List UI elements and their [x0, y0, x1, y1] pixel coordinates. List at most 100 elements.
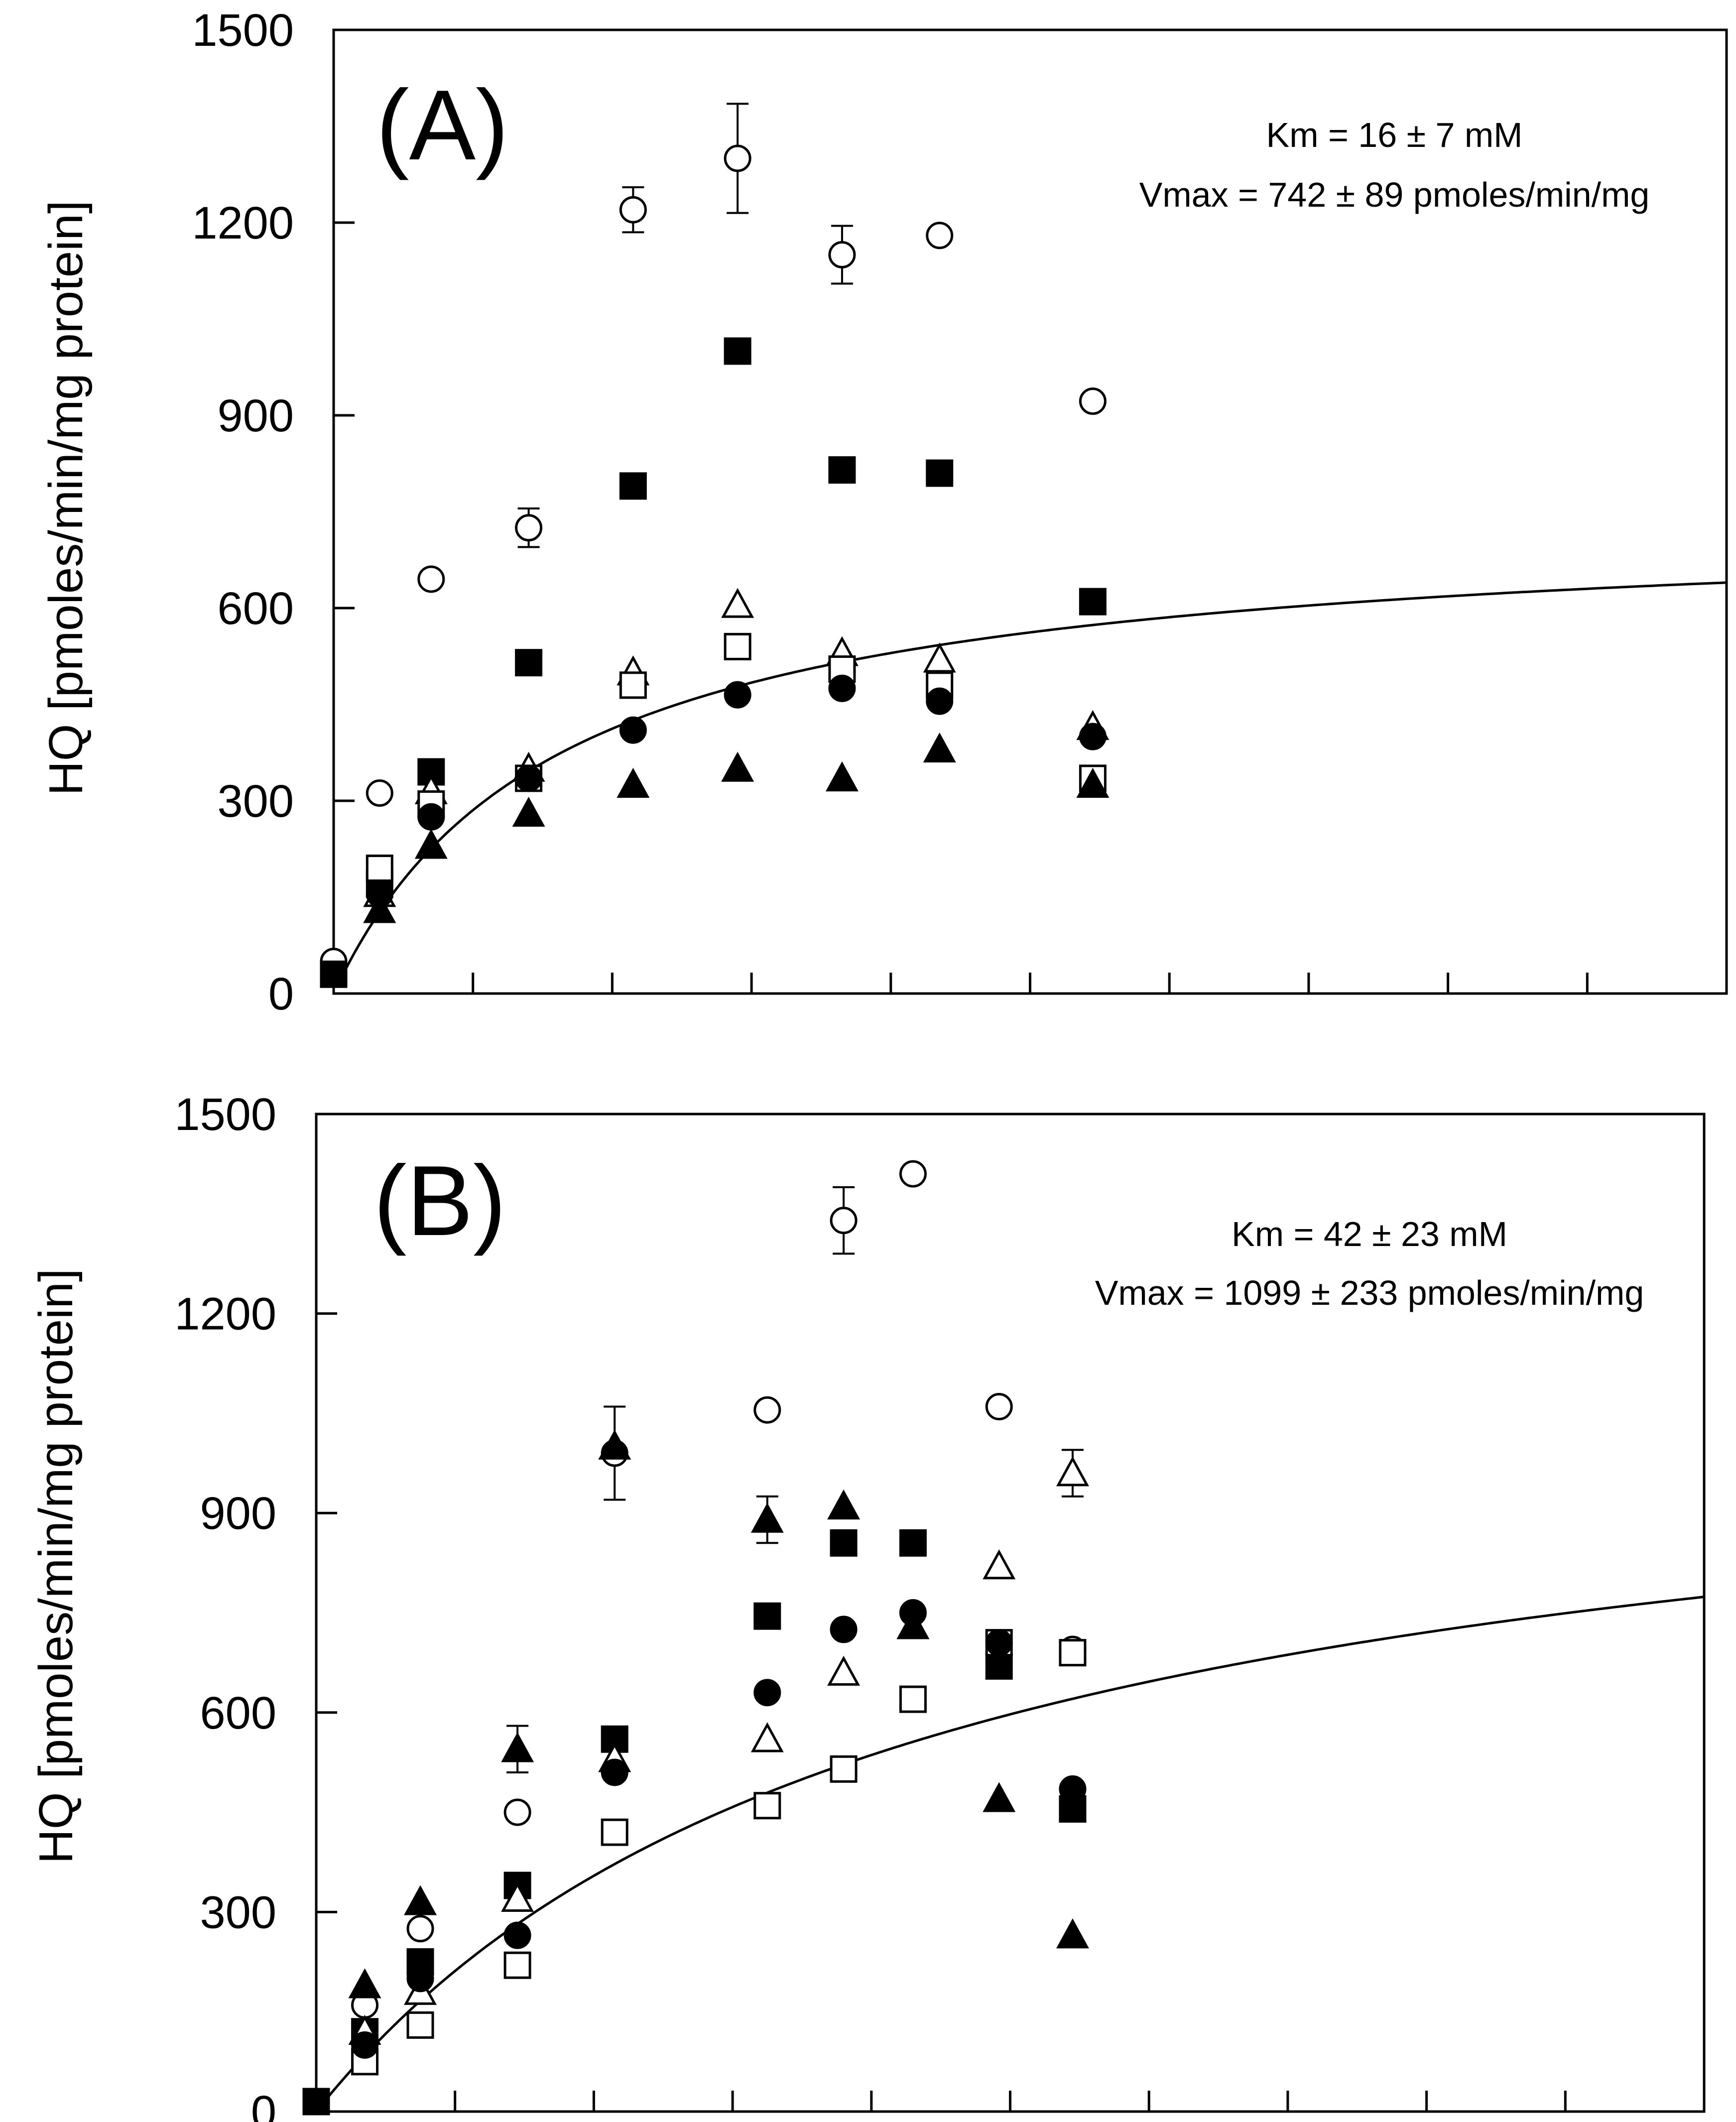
panel-b-point-filled-square [899, 1529, 927, 1557]
panel-b-point-open-square [899, 1685, 927, 1713]
panel-a-point-filled-triangle [414, 829, 448, 859]
panel-b-point-filled-square [302, 2088, 330, 2116]
panel-a-km-annotation: Km = 16 ± 7 mM [1266, 116, 1523, 154]
panel-b-point-filled-triangle [404, 1885, 437, 1915]
panel-b-point-filled-triangle [348, 1968, 381, 1998]
panel-b-vmax-annotation: Vmax = 1099 ± 233 pmoles/min/mg [1095, 1273, 1644, 1312]
panel-b-point-open-circle [406, 1915, 434, 1943]
panel-b-point-open-circle [753, 1396, 781, 1424]
panel-a-y-tick-label: 1200 [192, 198, 294, 249]
panel-b-point-filled-triangle [896, 1609, 930, 1639]
panel-a-point-filled-circle [619, 716, 647, 744]
panel-a-point-filled-triangle [617, 767, 650, 798]
panel-a-label: (A) [376, 70, 509, 181]
panel-a-point-filled-triangle [825, 761, 859, 792]
panel-b-point-open-triangle [1056, 1456, 1089, 1487]
panel-a-point-open-circle [619, 196, 647, 224]
panel-b-point-open-square [753, 1792, 781, 1820]
panel-a-point-open-circle [515, 514, 543, 542]
panel-a-point-filled-triangle [1076, 767, 1110, 798]
panel-b-point-filled-circle [351, 2031, 379, 2059]
panel-a-point-filled-square [515, 649, 543, 677]
panel-a-point-filled-circle [828, 674, 856, 702]
panel-a: HQ [pmoles/min/mg protein] (A) Km = 16 ±… [39, 5, 1728, 1019]
panel-b-point-open-square [503, 1951, 531, 1979]
panel-a-point-open-circle [366, 779, 393, 807]
panel-a-point-filled-square [1079, 588, 1107, 616]
panel-b-point-filled-circle [1059, 1775, 1087, 1803]
panel-b-point-filled-circle [601, 1758, 628, 1786]
panel-b-y-tick-label: 1200 [174, 1289, 276, 1340]
panel-b-point-filled-circle [503, 1921, 531, 1949]
panel-b-y-tick-label: 0 [251, 2087, 276, 2122]
panel-a-y-tick-label: 0 [268, 969, 294, 1019]
panel-a-point-filled-circle [724, 681, 751, 709]
panel-b-point-filled-square [830, 1529, 858, 1557]
panel-a-point-filled-triangle [363, 893, 396, 923]
panel-b-point-open-square [601, 1818, 628, 1846]
panel-b-point-filled-triangle [983, 1782, 1016, 1812]
panel-a-point-open-circle [724, 144, 751, 172]
panel-a-point-open-circle [828, 241, 856, 268]
panel-a-y-axis-title: HQ [pmoles/min/mg protein] [39, 200, 93, 795]
panel-b-point-filled-triangle [750, 1502, 784, 1533]
panel-a-point-open-circle [926, 222, 954, 250]
panel-a-point-open-triangle [923, 642, 956, 673]
panel-a-vmax-annotation: Vmax = 742 ± 89 pmoles/min/mg [1139, 175, 1650, 214]
panel-a-y-tick-label: 300 [218, 776, 294, 827]
panel-a-point-filled-square [320, 960, 348, 988]
panel-a-point-filled-triangle [721, 751, 754, 782]
panel-b-y-tick-label: 900 [200, 1488, 277, 1539]
panel-b-point-filled-triangle [1056, 1918, 1089, 1949]
panel-b-point-open-triangle [501, 1881, 534, 1912]
panel-a-point-open-triangle [721, 588, 754, 618]
panel-a-point-filled-square [724, 337, 751, 365]
panel-b-point-filled-square [985, 1652, 1013, 1680]
panel-b-point-open-square [406, 2011, 434, 2039]
panel-a-y-tick-label: 1500 [192, 5, 294, 56]
panel-a-point-open-circle [417, 565, 445, 593]
panel-a-point-filled-square [926, 459, 954, 487]
panel-b: HQ [pmoles/min/mg protein] (B) Km = 42 ±… [29, 1089, 1706, 2122]
panel-b-point-filled-circle [830, 1616, 858, 1643]
panel-a-point-filled-circle [1079, 723, 1107, 750]
panel-a-point-filled-square [828, 456, 856, 484]
panel-b-y-tick-label: 300 [200, 1887, 277, 1938]
panel-a-point-filled-triangle [512, 796, 545, 827]
panel-a-point-open-square [366, 854, 393, 882]
panel-b-point-filled-square [753, 1602, 781, 1630]
panel-b-y-tick-label: 1500 [174, 1089, 276, 1140]
panel-b-point-filled-circle [985, 1629, 1013, 1657]
panel-a-plot-frame [332, 28, 1728, 995]
panel-b-point-open-circle [985, 1393, 1013, 1421]
panel-b-point-open-circle [830, 1207, 858, 1235]
panel-b-point-filled-triangle [827, 1489, 861, 1520]
panel-b-point-open-triangle [827, 1655, 861, 1686]
panel-a-point-filled-triangle [923, 732, 956, 763]
panel-a-fit-curve [339, 581, 1727, 980]
panel-b-y-tick-label: 600 [200, 1688, 277, 1739]
panel-a-point-open-circle [1079, 387, 1107, 415]
panel-b-label: (B) [373, 1145, 506, 1256]
panel-b-y-axis-title: HQ [pmoles/min/mg protein] [29, 1268, 83, 1864]
panel-a-point-open-square [724, 632, 751, 660]
panel-b-point-filled-triangle [501, 1732, 534, 1762]
panel-a-point-filled-circle [417, 803, 445, 831]
panel-a-point-filled-circle [926, 687, 954, 715]
panel-b-point-open-circle [899, 1160, 927, 1188]
panel-b-km-annotation: Km = 42 ± 23 mM [1232, 1215, 1507, 1253]
panel-a-point-open-square [619, 671, 647, 699]
panel-b-fit-curve [319, 1596, 1705, 2108]
panel-b-point-open-circle [503, 1798, 531, 1826]
panel-b-point-filled-circle [406, 1965, 434, 1993]
panel-b-point-filled-triangle [598, 1429, 631, 1460]
panel-a-y-tick-label: 900 [218, 390, 294, 441]
panel-b-point-open-square [830, 1755, 858, 1783]
panel-a-y-tick-label: 600 [218, 583, 294, 634]
panel-a-point-filled-square [619, 472, 647, 500]
panel-b-point-open-triangle [750, 1722, 784, 1752]
panel-b-point-open-triangle [983, 1549, 1016, 1580]
panel-b-point-open-square [1059, 1639, 1087, 1667]
panel-a-point-filled-circle [515, 764, 543, 792]
